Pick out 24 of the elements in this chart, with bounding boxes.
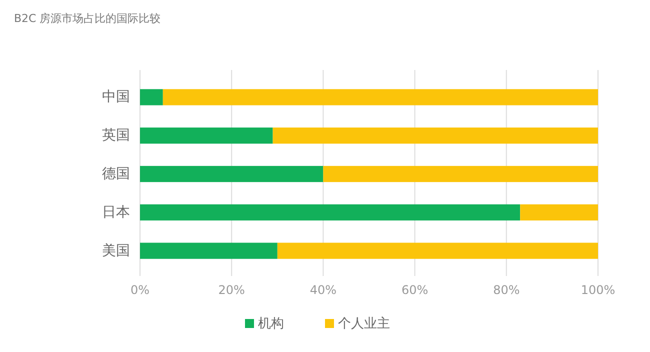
bar (323, 166, 598, 182)
x-tick-label: 40% (310, 283, 337, 297)
bar (140, 89, 163, 106)
bar (162, 89, 598, 106)
x-tick-label: 80% (493, 283, 520, 297)
y-tick-label: 日本 (102, 204, 130, 220)
bar (140, 128, 273, 144)
bar (272, 128, 598, 144)
legend-label: 机构 (258, 316, 284, 332)
x-tick-label: 20% (218, 283, 245, 297)
y-tick-label: 德国 (102, 166, 130, 182)
bar (140, 242, 278, 259)
x-tick-label: 60% (401, 283, 428, 297)
bar (140, 204, 520, 220)
x-tick-label: 100% (580, 283, 616, 297)
bar (140, 166, 324, 182)
chart-title: B2C 房源市场占比的国际比较 (14, 12, 161, 25)
bar (277, 242, 598, 259)
legend-label: 个人业主 (338, 316, 390, 332)
y-tick-label: 英国 (102, 128, 130, 144)
y-tick-label: 美国 (102, 242, 130, 259)
y-tick-label: 中国 (102, 89, 130, 106)
x-tick-label: 0% (130, 283, 150, 297)
bar (520, 204, 598, 220)
